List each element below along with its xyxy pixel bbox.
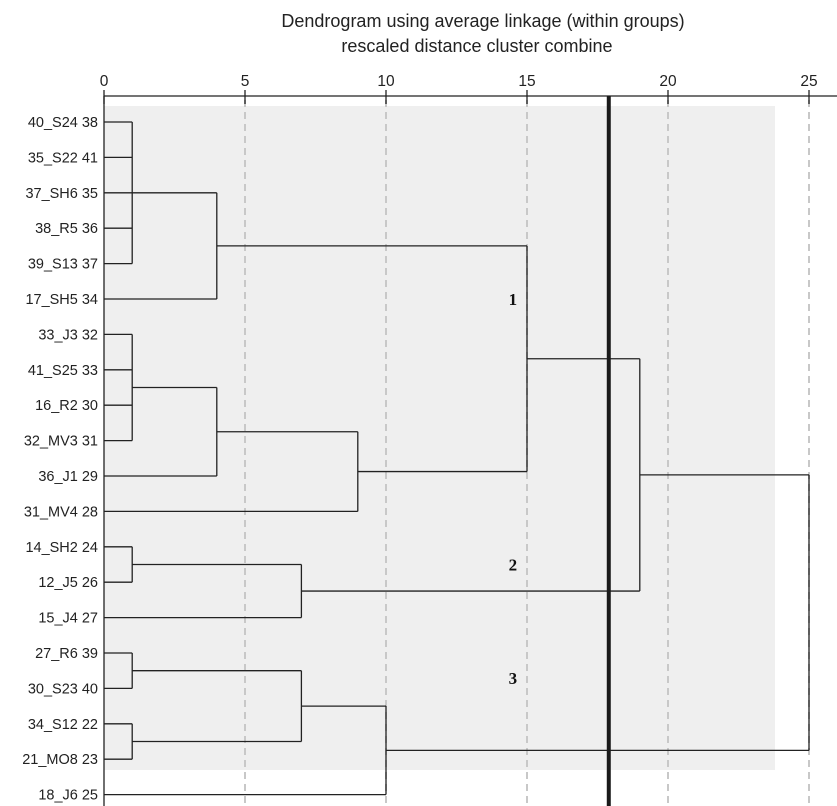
dendrogram-links (104, 121, 810, 796)
leaf-label: 27_R6 39 (35, 646, 98, 662)
leaf-label: 17_SH5 34 (25, 292, 98, 308)
x-tick-label: 15 (518, 73, 535, 90)
plot-background (104, 106, 775, 770)
x-tick-label: 25 (800, 73, 817, 90)
x-tick-label: 0 (100, 73, 109, 90)
cluster-labels: 1 2 3 (509, 290, 518, 688)
leaf-labels: 40_S24 38 35_S22 41 37_SH6 35 38_R5 36 39_S1… (22, 115, 98, 804)
leaf-label: 15_J4 27 (38, 611, 98, 627)
leaf-label: 39_S13 37 (28, 257, 98, 273)
x-tick-label: 5 (241, 73, 250, 90)
x-tick-label: 10 (377, 73, 395, 90)
leaf-label: 37_SH6 35 (25, 186, 98, 202)
cluster-label: 1 (509, 290, 518, 309)
chart-title: Dendrogram using average linkage (within… (281, 11, 684, 31)
leaf-label: 33_J3 32 (38, 327, 98, 343)
leaf-label: 18_J6 25 (38, 788, 98, 804)
x-tick-label: 20 (659, 73, 677, 90)
leaf-label: 40_S24 38 (28, 115, 98, 131)
leaf-label: 30_S23 40 (28, 681, 98, 697)
leaf-label: 21_MO8 23 (22, 752, 98, 768)
leaf-label: 36_J1 29 (38, 469, 98, 485)
x-axis: 0 5 10 15 20 25 (100, 73, 837, 806)
cluster-label: 2 (509, 556, 518, 575)
leaf-label: 16_R2 30 (35, 398, 98, 414)
leaf-label: 14_SH2 24 (25, 540, 98, 556)
leaf-label: 41_S25 33 (28, 363, 98, 379)
leaf-label: 32_MV3 31 (24, 434, 98, 450)
leaf-label: 12_J5 26 (38, 575, 98, 591)
leaf-label: 31_MV4 28 (24, 504, 98, 520)
cluster-label: 3 (509, 669, 518, 688)
chart-subtitle: rescaled distance cluster combine (341, 36, 612, 56)
leaf-label: 38_R5 36 (35, 221, 98, 237)
leaf-label: 34_S12 22 (28, 717, 98, 733)
leaf-label: 35_S22 41 (28, 150, 98, 166)
